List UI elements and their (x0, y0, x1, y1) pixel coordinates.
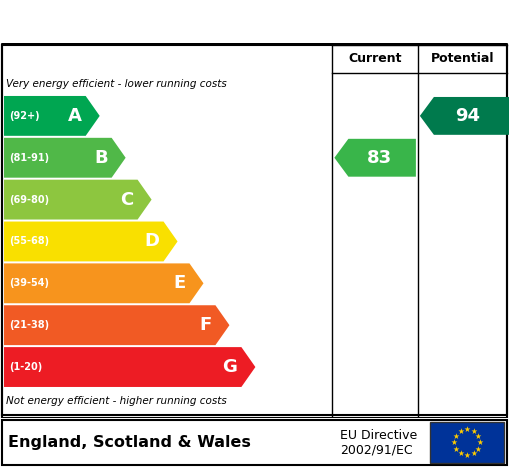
Polygon shape (4, 221, 178, 262)
Text: ★: ★ (475, 432, 482, 440)
Text: ★: ★ (457, 427, 464, 436)
Text: (21-38): (21-38) (9, 320, 49, 330)
Text: ★: ★ (464, 425, 470, 434)
Text: Very energy efficient - lower running costs: Very energy efficient - lower running co… (6, 79, 227, 89)
Text: England, Scotland & Wales: England, Scotland & Wales (8, 436, 251, 451)
Polygon shape (4, 305, 230, 345)
Polygon shape (4, 138, 126, 177)
Text: ★: ★ (464, 451, 470, 460)
Text: ★: ★ (453, 445, 459, 453)
Text: (39-54): (39-54) (9, 278, 49, 288)
Text: A: A (68, 107, 81, 125)
Text: ★: ★ (453, 432, 459, 440)
Text: (69-80): (69-80) (9, 195, 49, 205)
Text: C: C (120, 191, 133, 209)
Text: B: B (94, 149, 107, 167)
Text: ★: ★ (475, 445, 482, 453)
Text: EU Directive
2002/91/EC: EU Directive 2002/91/EC (340, 429, 417, 457)
Text: ★: ★ (470, 449, 477, 458)
Text: Current: Current (348, 52, 402, 65)
Text: 83: 83 (366, 149, 392, 167)
Polygon shape (4, 96, 100, 136)
Polygon shape (4, 180, 152, 219)
Text: Energy Efficiency Rating: Energy Efficiency Rating (15, 12, 322, 31)
Text: Potential: Potential (431, 52, 494, 65)
Text: ★: ★ (476, 438, 484, 447)
Text: ★: ★ (457, 449, 464, 458)
Text: ★: ★ (470, 427, 477, 436)
Polygon shape (4, 347, 256, 387)
Text: E: E (173, 274, 185, 292)
Text: (92+): (92+) (9, 111, 40, 121)
Text: D: D (145, 233, 159, 250)
Text: 94: 94 (455, 107, 480, 125)
Polygon shape (334, 139, 416, 177)
Text: (1-20): (1-20) (9, 362, 42, 372)
Text: Not energy efficient - higher running costs: Not energy efficient - higher running co… (6, 396, 227, 406)
Text: G: G (222, 358, 237, 376)
Polygon shape (4, 263, 204, 303)
Text: F: F (199, 316, 211, 334)
Text: (81-91): (81-91) (9, 153, 49, 163)
Bar (430, 422, 504, 463)
Text: (55-68): (55-68) (9, 236, 49, 247)
Polygon shape (420, 97, 509, 135)
Text: ★: ★ (450, 438, 458, 447)
